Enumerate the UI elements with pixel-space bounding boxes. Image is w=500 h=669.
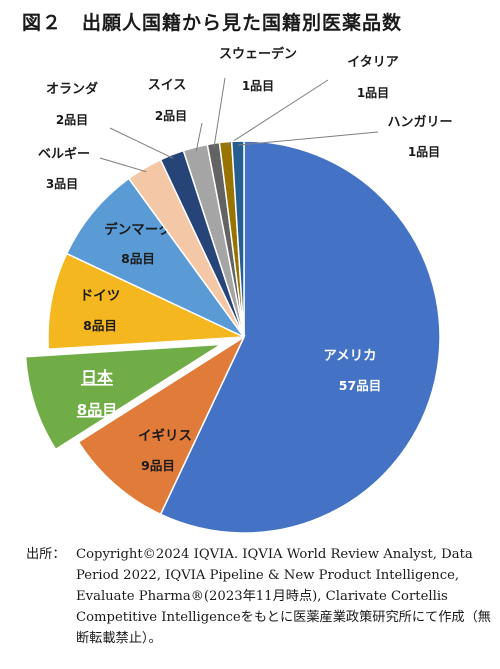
pie-chart: アメリカ57品目イギリス9品目日本8品目ドイツ8品目デンマーク8品目ベルギー3品… (24, 46, 453, 534)
chart-title: 図２ 出願人国籍から見た国籍別医薬品数 (22, 12, 403, 34)
slice-label-10: ハンガリー (387, 115, 452, 130)
slice-value-3: 8品目 (83, 318, 117, 333)
slice-value-2: 8品目 (77, 401, 117, 419)
slice-label-2: 日本 (81, 368, 113, 387)
pie-slice-4 (65, 177, 245, 338)
slice-label-5: ベルギー (38, 146, 90, 162)
pie-slice-3 (47, 252, 245, 351)
slice-label-1: イギリス (138, 428, 192, 444)
pie-slice-10 (230, 140, 245, 338)
leader-line-7 (195, 122, 203, 152)
leader-line-8 (213, 77, 226, 148)
slice-value-4: 8品目 (121, 251, 155, 266)
slice-value-6: 2品目 (56, 113, 88, 127)
source-text: Copyright©2024 IQVIA. IQVIA World Review… (76, 547, 491, 646)
leader-line-9 (225, 79, 329, 147)
leader-line-6 (109, 127, 174, 159)
slice-label-9: イタリア (347, 55, 398, 70)
slice-label-8: スウェーデン (219, 46, 297, 62)
slice-label-7: スイス (148, 78, 187, 93)
slice-label-0: アメリカ (323, 348, 376, 364)
slice-value-9: 1品目 (357, 86, 389, 100)
slice-value-1: 9品目 (141, 458, 175, 473)
slice-label-3: ドイツ (80, 288, 121, 304)
pie-slice-0 (159, 140, 441, 534)
slice-value-7: 2品目 (155, 109, 187, 123)
slice-value-10: 1品目 (408, 145, 440, 159)
pie-slice-2 (24, 343, 222, 451)
leader-line-5 (99, 157, 147, 173)
slice-value-0: 57品目 (339, 378, 381, 393)
pie-slice-1 (77, 334, 246, 516)
source-label: 出所： (26, 547, 66, 562)
source-note: 出所： Copyright©2024 IQVIA. IQVIA World Re… (26, 544, 494, 649)
slice-value-5: 3品目 (46, 177, 78, 191)
slice-label-6: オランダ (46, 81, 98, 97)
slice-label-4: デンマーク (104, 221, 172, 238)
leader-line-10 (237, 131, 379, 146)
slice-value-8: 1品目 (242, 79, 274, 93)
